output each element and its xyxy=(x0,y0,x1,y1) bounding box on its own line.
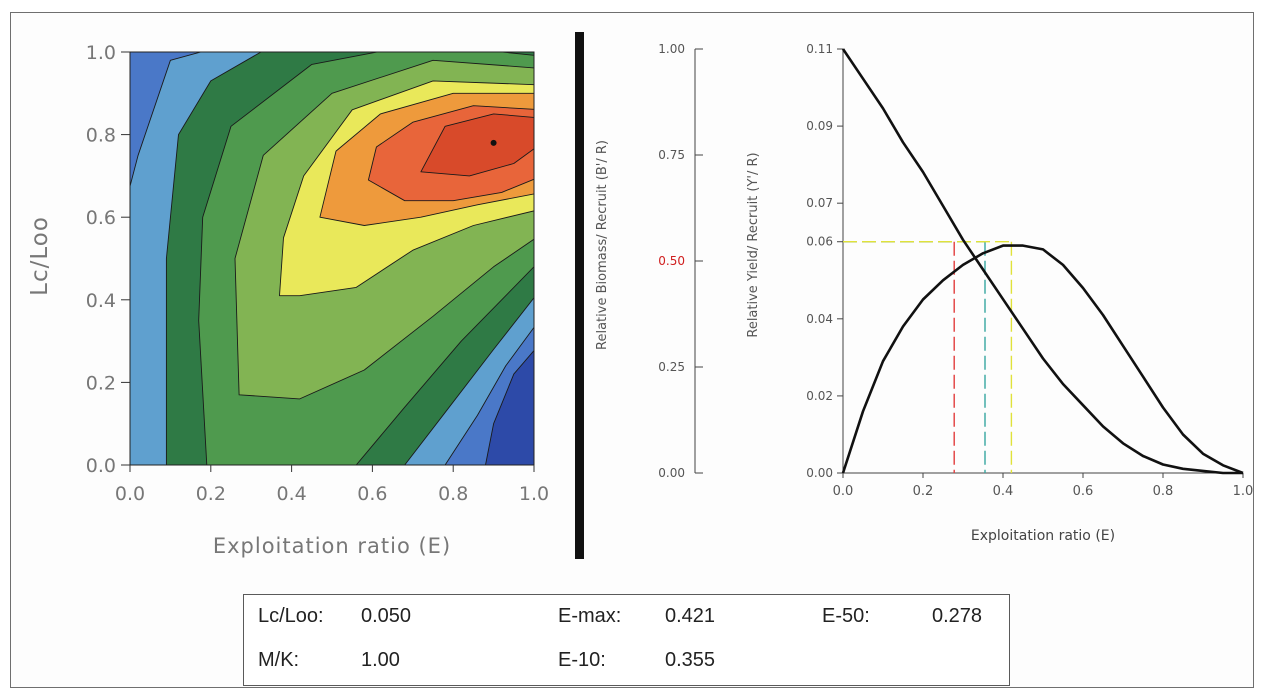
contour-plot: 0.0 0.2 0.4 0.6 0.8 1.0 0.0 0.2 0.4 0.6 0.8 1.0 Ex… xyxy=(27,42,549,558)
mk-label: M/K: xyxy=(258,649,300,671)
emax-value: 0.421 xyxy=(665,605,716,627)
y-tick-label: 0.2 xyxy=(86,372,116,394)
lc-loo-label: Lc/Loo: xyxy=(258,605,324,627)
x-axis-label: Exploitation ratio (E) xyxy=(213,534,451,558)
x-axis-ticks: 0.0 0.2 0.4 0.6 0.8 1.0 xyxy=(115,465,549,505)
y-axis-ticks: 0.0 0.2 0.4 0.6 0.8 1.0 xyxy=(86,42,130,477)
x-tick-label: 0.4 xyxy=(276,483,306,505)
contour-layers xyxy=(130,52,534,465)
x-tick-label: 0.6 xyxy=(357,483,387,505)
optimum-marker xyxy=(490,139,497,146)
x-tick-label: 1.0 xyxy=(519,483,549,505)
contour-band-red xyxy=(420,113,534,177)
y-tick-label: 1.0 xyxy=(86,42,116,64)
y-tick-label: 0.6 xyxy=(86,207,116,229)
y-tick-label: 0.0 xyxy=(86,455,116,477)
e50-value: 0.278 xyxy=(932,605,983,627)
parameter-box: Lc/Loo: 0.050 E-max: 0.421 E-50: 0.278 M… xyxy=(243,594,1010,686)
panel-divider xyxy=(575,32,584,559)
y-tick-label: 0.4 xyxy=(86,290,116,312)
y-axis-label: Lc/Loo xyxy=(27,216,53,296)
x-tick-label: 0.8 xyxy=(438,483,468,505)
x-tick-label: 0.2 xyxy=(196,483,226,505)
x-tick-label: 0.0 xyxy=(115,483,145,505)
e10-label: E-10: xyxy=(558,649,606,671)
y-tick-label: 0.8 xyxy=(86,125,116,147)
contour-band-low xyxy=(485,349,534,465)
mk-value: 1.00 xyxy=(361,649,400,671)
e10-value: 0.355 xyxy=(665,649,716,671)
lc-loo-value: 0.050 xyxy=(361,605,412,627)
plot-border xyxy=(129,51,535,466)
emax-label: E-max: xyxy=(558,605,622,627)
e50-label: E-50: xyxy=(822,605,870,627)
